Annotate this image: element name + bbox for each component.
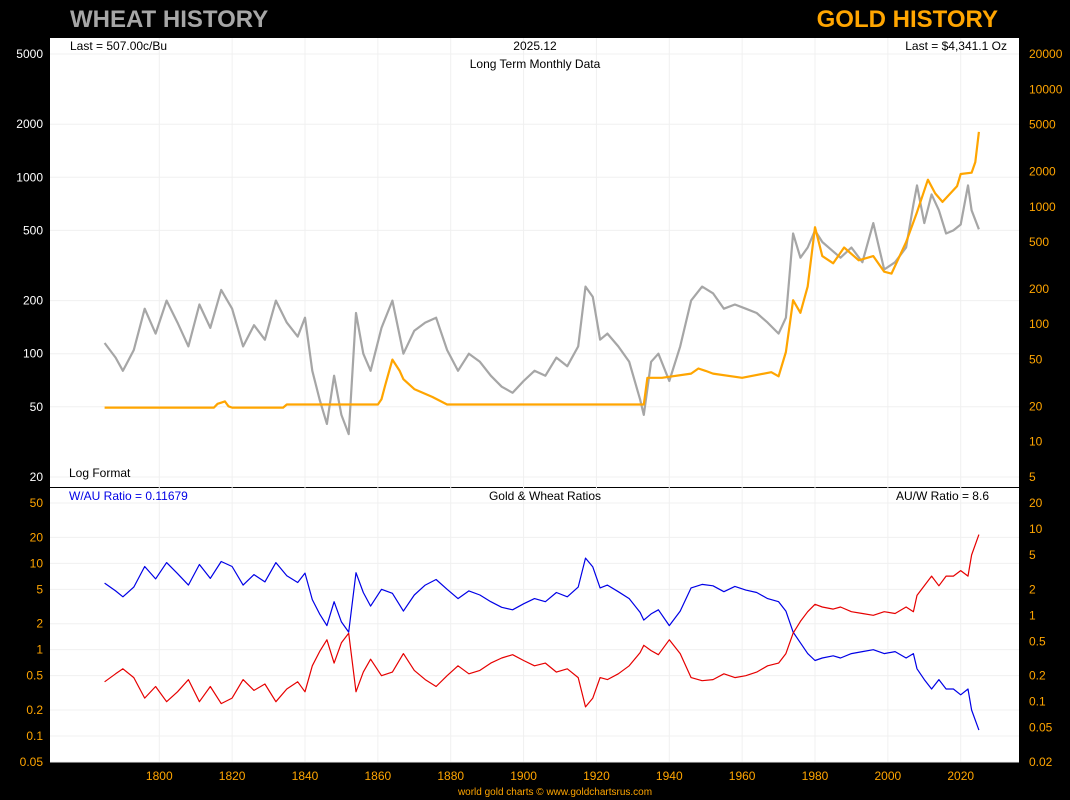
x-tick-label: 2020 <box>947 769 974 783</box>
ratio-right-tick-label: 10 <box>1029 522 1043 536</box>
auw-ratio-line <box>104 534 980 708</box>
ratio-left-tick-label: 0.1 <box>26 729 43 743</box>
x-tick-label: 1980 <box>802 769 829 783</box>
price-right-tick-label: 5000 <box>1029 118 1056 132</box>
ratio-right-tick-label: 20 <box>1029 496 1043 510</box>
ratio-left-tick-label: 20 <box>30 530 44 544</box>
x-tick-label: 1940 <box>656 769 683 783</box>
x-tick-label: 1880 <box>437 769 464 783</box>
x-tick-label: 1820 <box>219 769 246 783</box>
x-tick-label: 2000 <box>875 769 902 783</box>
top-subtitle: Long Term Monthly Data <box>470 57 601 71</box>
footer-credit: world gold charts © www.goldchartsrus.co… <box>457 787 652 798</box>
ratio-left-tick-label: 50 <box>30 496 44 510</box>
grid <box>50 38 1019 763</box>
price-right-tick-label: 20000 <box>1029 47 1063 61</box>
date-label: 2025.12 <box>513 39 557 53</box>
price-right-tick-label: 10000 <box>1029 82 1063 96</box>
ratio-right-tick-label: 0.5 <box>1029 634 1046 648</box>
ratio-left-tick-label: 0.2 <box>26 703 43 717</box>
price-right-tick-label: 5 <box>1029 470 1036 484</box>
price-left-tick-label: 20 <box>30 470 44 484</box>
price-right-tick-label: 200 <box>1029 282 1049 296</box>
price-left-tick-label: 100 <box>23 347 43 361</box>
ratio-right-tick-label: 5 <box>1029 548 1036 562</box>
ratio-panel-title: Gold & Wheat Ratios <box>489 489 601 503</box>
wau-ratio-line <box>104 557 980 731</box>
x-tick-label: 1900 <box>510 769 537 783</box>
price-right-tick-label: 10 <box>1029 435 1043 449</box>
ratio-right-tick-label: 0.05 <box>1029 721 1053 735</box>
ratio-right-tick-label: 1 <box>1029 608 1036 622</box>
ratio-left-tick-label: 0.05 <box>20 755 44 769</box>
price-left-tick-label: 1000 <box>16 170 43 184</box>
ratio-left-tick-label: 5 <box>36 582 43 596</box>
price-left-tick-label: 5000 <box>16 47 43 61</box>
wheat-price-line <box>103 184 980 436</box>
price-right-tick-label: 20 <box>1029 399 1043 413</box>
price-right-tick-label: 500 <box>1029 235 1049 249</box>
ratio-left-tick-label: 2 <box>36 617 43 631</box>
price-right-tick-label: 50 <box>1029 353 1043 367</box>
price-panel <box>50 38 1019 487</box>
gold-price-line <box>104 131 980 409</box>
series-layer <box>103 131 980 731</box>
ratio-panel <box>50 488 1019 762</box>
wheat-history-title: WHEAT HISTORY <box>70 6 269 33</box>
auw-ratio-label: AU/W Ratio = 8.6 <box>896 489 989 503</box>
price-right-tick-label: 2000 <box>1029 164 1056 178</box>
price-left-tick-label: 200 <box>23 294 43 308</box>
tick-labels: 1800 1820 1840 1860 1880 1900 1920 1940 1960 1980… <box>16 47 1062 783</box>
price-left-tick-label: 2000 <box>16 117 43 131</box>
log-format-label: Log Format <box>69 466 131 480</box>
ratio-left-tick-label: 0.5 <box>26 669 43 683</box>
price-right-tick-label: 1000 <box>1029 200 1056 214</box>
x-tick-label: 1960 <box>729 769 756 783</box>
ratio-left-tick-label: 10 <box>30 556 44 570</box>
x-tick-label: 1860 <box>365 769 392 783</box>
price-left-tick-label: 50 <box>30 400 44 414</box>
ratio-right-tick-label: 2 <box>1029 582 1036 596</box>
last-wheat-label: Last = 507.00c/Bu <box>70 39 167 53</box>
price-left-tick-label: 500 <box>23 223 43 237</box>
x-tick-label: 1800 <box>146 769 173 783</box>
ratio-right-tick-label: 0.02 <box>1029 755 1053 769</box>
x-tick-label: 1920 <box>583 769 610 783</box>
x-tick-label: 1840 <box>292 769 319 783</box>
price-right-tick-label: 100 <box>1029 317 1049 331</box>
ratio-left-tick-label: 1 <box>36 643 43 657</box>
wau-ratio-label: W/AU Ratio = 0.11679 <box>69 489 188 503</box>
gold-history-title: GOLD HISTORY <box>816 6 998 33</box>
ratio-right-tick-label: 0.2 <box>1029 669 1046 683</box>
last-gold-label: Last = $4,341.1 Oz <box>905 39 1007 53</box>
ratio-right-tick-label: 0.1 <box>1029 695 1046 709</box>
